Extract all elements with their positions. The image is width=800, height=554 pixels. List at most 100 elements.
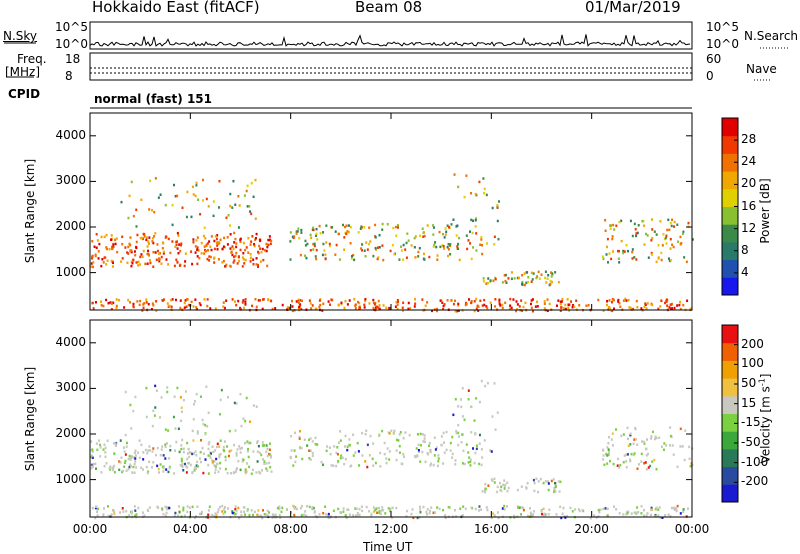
echo-cell: [191, 429, 194, 433]
echo-cell: [132, 465, 135, 469]
x-tick-label: 12:00: [373, 522, 409, 536]
echo-cell: [226, 445, 229, 448]
echo-cell: [504, 273, 507, 277]
echo-cell: [188, 461, 191, 465]
echo-cell: [430, 462, 433, 465]
echo-cell: [132, 302, 135, 306]
echo-cell: [251, 468, 254, 472]
echo-cell: [291, 309, 294, 313]
echo-cell: [442, 462, 445, 465]
echo-cell: [299, 506, 302, 510]
echo-cell: [90, 440, 93, 443]
echo-cell: [197, 198, 200, 202]
nave-tick-top: 60: [706, 52, 722, 66]
echo-cell: [423, 234, 426, 238]
echo-cell: [669, 247, 672, 250]
echo-cell: [607, 441, 610, 445]
echo-cell: [214, 235, 217, 238]
echo-cell: [299, 429, 302, 433]
echo-cell: [288, 306, 291, 310]
echo-cell: [174, 511, 177, 515]
echo-cell: [102, 513, 105, 516]
echo-cell: [319, 232, 322, 235]
echo-cell: [643, 442, 646, 445]
echo-cell: [381, 244, 384, 247]
echo-cell: [144, 448, 147, 452]
echo-cell: [314, 255, 317, 258]
echo-cell: [215, 445, 218, 449]
nsearch-tick-top: 10^5: [706, 20, 739, 34]
echo-cell: [529, 511, 532, 515]
echo-cell: [671, 307, 674, 310]
echo-cell: [208, 441, 211, 444]
echo-cell: [134, 454, 137, 457]
echo-cell: [496, 490, 499, 494]
echo-cell: [364, 432, 367, 436]
echo-cell: [217, 240, 220, 244]
power-colorbar-label: Power [dB]: [758, 178, 772, 244]
echo-cell: [559, 309, 562, 312]
echo-cell: [265, 450, 268, 454]
echo-cell: [443, 303, 446, 306]
y-tick-label: 2000: [55, 426, 86, 440]
echo-cell: [662, 233, 665, 236]
echo-cell: [606, 514, 609, 517]
echo-cell: [607, 448, 610, 451]
echo-cell: [318, 305, 321, 309]
echo-cell: [665, 444, 668, 447]
echo-cell: [489, 279, 492, 282]
echo-cell: [188, 506, 191, 510]
echo-cell: [602, 454, 605, 457]
echo-cell: [630, 452, 633, 456]
echo-cell: [129, 463, 132, 466]
echo-cell: [233, 512, 236, 516]
echo-cell: [113, 452, 116, 455]
echo-cell: [139, 299, 142, 303]
echo-cell: [367, 242, 370, 246]
echo-cell: [637, 463, 640, 466]
echo-cell: [344, 299, 347, 303]
echo-cell: [171, 240, 174, 243]
echo-cell: [90, 262, 93, 265]
echo-cell: [655, 467, 658, 471]
echo-cell: [633, 438, 636, 441]
echo-cell: [419, 444, 422, 447]
echo-cell: [335, 464, 338, 468]
echo-cell: [475, 249, 478, 252]
echo-cell: [263, 512, 266, 516]
echo-cell: [681, 445, 684, 448]
echo-cell: [199, 212, 202, 216]
echo-cell: [650, 506, 653, 510]
echo-cell: [395, 458, 398, 462]
echo-cell: [374, 246, 377, 250]
echo-cell: [99, 443, 102, 447]
echo-cell: [559, 302, 562, 306]
echo-cell: [462, 505, 465, 508]
echo-cell: [184, 462, 187, 466]
echo-cell: [271, 307, 274, 311]
echo-cell: [128, 242, 131, 246]
colorbar-tick-label: -50: [741, 435, 761, 449]
echo-cell: [180, 459, 183, 463]
echo-cell: [530, 306, 533, 310]
echo-cell: [249, 253, 252, 256]
echo-cell: [604, 507, 607, 510]
echo-cell: [101, 258, 104, 261]
echo-cell: [239, 237, 242, 241]
echo-cell: [276, 506, 279, 510]
echo-cell: [248, 513, 251, 517]
echo-cell: [299, 303, 302, 306]
echo-cell: [128, 514, 131, 517]
echo-cell: [92, 265, 95, 269]
echo-cell: [215, 237, 218, 241]
echo-cell: [486, 242, 489, 245]
echo-cell: [428, 441, 431, 445]
echo-cell: [489, 301, 492, 304]
echo-cell: [232, 247, 235, 251]
echo-cell: [189, 463, 192, 467]
echo-cell: [312, 226, 315, 230]
echo-cell: [255, 471, 258, 474]
echo-cell: [179, 249, 182, 253]
echo-cell: [426, 301, 429, 304]
echo-cell: [498, 300, 501, 304]
